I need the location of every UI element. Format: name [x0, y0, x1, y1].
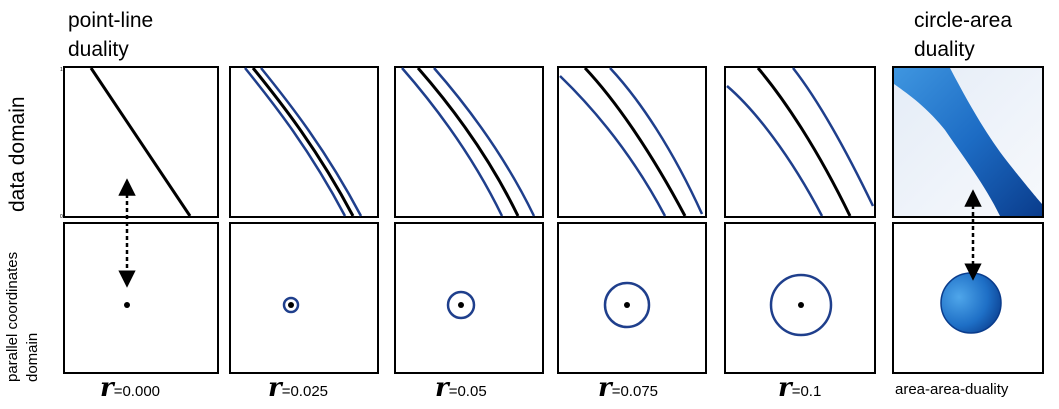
- radius-label-4: r=0.1: [778, 373, 821, 403]
- data-domain-panel: [229, 66, 379, 218]
- dual-circle: [446, 290, 476, 320]
- envelope-right: [433, 67, 536, 217]
- radius-label-1: r=0.025: [268, 373, 328, 403]
- radius-label-2: r=0.05: [435, 373, 487, 403]
- column-r-0.075: [557, 66, 707, 374]
- radius-symbol: r: [778, 373, 792, 403]
- data-line: [251, 67, 355, 217]
- envelope-left: [726, 85, 824, 217]
- radius-symbol: r: [435, 373, 449, 403]
- envelope-left: [559, 75, 667, 217]
- parallel-coords-panel: [394, 222, 544, 374]
- envelope-left: [401, 67, 504, 217]
- title-right-line-1: circle-area: [914, 9, 1013, 32]
- parallel-coords-panel: [724, 222, 876, 374]
- dual-circle: [282, 296, 300, 314]
- radius-value: =0.000: [113, 383, 160, 400]
- dual-point: [124, 302, 130, 308]
- data-line: [756, 67, 852, 217]
- parallel-coords-panel: [557, 222, 707, 374]
- data-line: [416, 67, 520, 217]
- column-r-0.025: [229, 66, 379, 374]
- title-left-line-2: duality: [68, 38, 129, 61]
- parallel-coords-panel: [229, 222, 379, 374]
- dual-disc: [940, 272, 1002, 334]
- data-domain-panel: [724, 66, 876, 218]
- title-right-line-2: duality: [914, 38, 975, 61]
- radius-label-3: r=0.075: [598, 373, 658, 403]
- radius-label-0: r=0.000: [100, 373, 160, 403]
- dual-point: [798, 302, 804, 308]
- data-line: [89, 67, 192, 217]
- radius-value: =0.025: [281, 383, 328, 400]
- y-tick-0: 0: [60, 214, 63, 220]
- y-tick-1: 1: [60, 67, 63, 73]
- radius-symbol: r: [100, 373, 114, 403]
- dual-circle: [769, 273, 833, 337]
- envelope-left: [244, 67, 347, 217]
- parallel-coords-panel: [63, 222, 219, 374]
- envelope-right: [792, 67, 875, 207]
- dual-circle: [603, 281, 651, 329]
- radius-value: =0.075: [611, 383, 658, 400]
- column-r-0.000: [63, 66, 219, 374]
- envelope-right: [260, 67, 363, 217]
- data-domain-panel: [394, 66, 544, 218]
- radius-value: =0.05: [448, 383, 487, 400]
- title-left-line-1: point-line: [68, 9, 154, 32]
- radius-value: =0.1: [791, 383, 822, 400]
- title-circle-area-duality: circle-area duality: [914, 6, 1012, 64]
- dual-point: [624, 302, 630, 308]
- dual-point: [458, 302, 464, 308]
- title-point-line-duality: point-line duality: [68, 6, 153, 64]
- radius-symbol: r: [268, 373, 282, 403]
- area-band: [894, 68, 1042, 216]
- column-r-0.05: [394, 66, 544, 374]
- column-r-0.1: [724, 66, 876, 374]
- envelope-right: [609, 67, 704, 215]
- radius-symbol: r: [598, 373, 612, 403]
- data-domain-panel: [557, 66, 707, 218]
- dual-point: [288, 302, 294, 308]
- data-line: [583, 66, 687, 217]
- area-area-duality-label: area-area-duality: [895, 381, 1009, 398]
- column-area-area: [892, 66, 1044, 374]
